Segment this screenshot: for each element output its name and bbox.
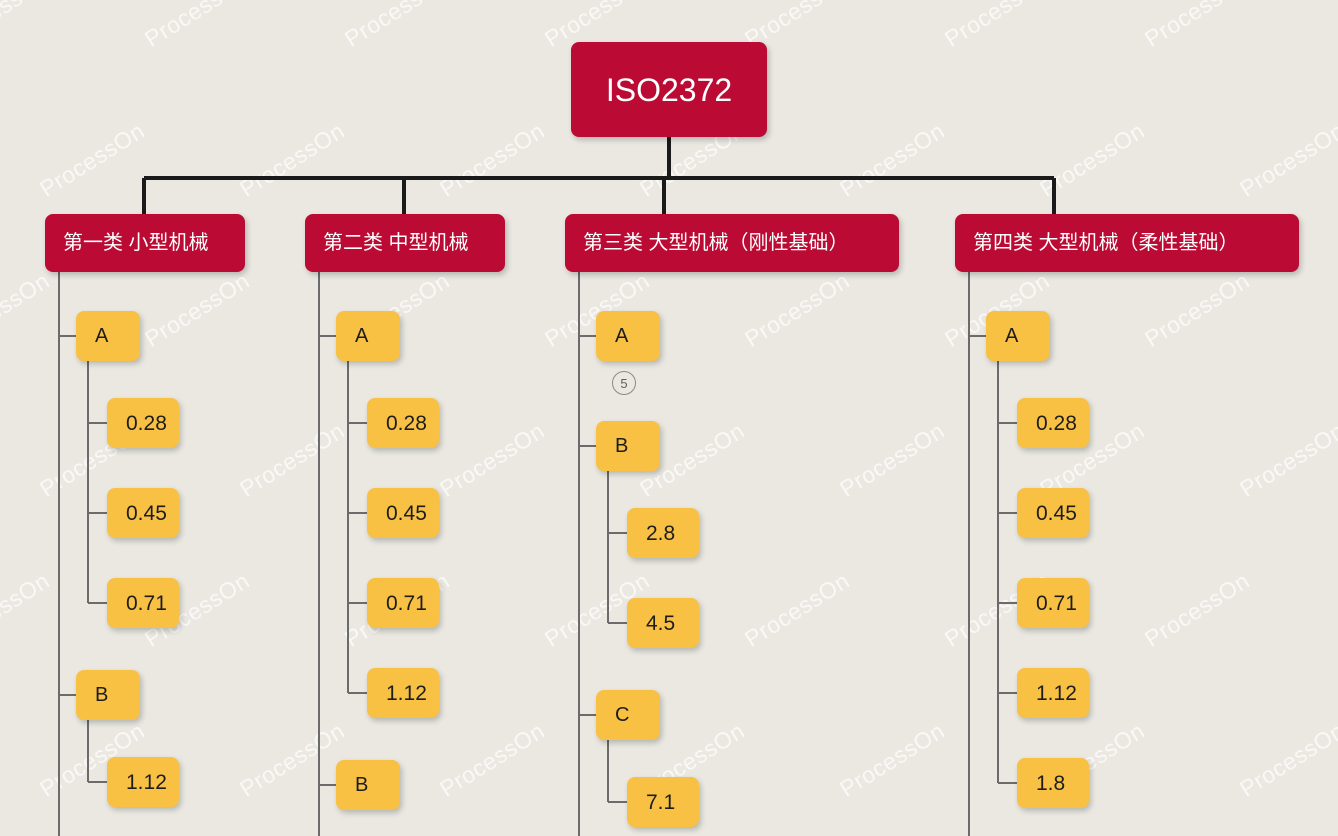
- value-node-cat-1-B-1-label: 1.12: [126, 770, 167, 794]
- watermark-text: ProcessOn: [435, 117, 550, 203]
- watermark-text: ProcessOn: [340, 0, 455, 53]
- watermark-text: ProcessOn: [140, 0, 255, 53]
- value-node-cat-1-A-3[interactable]: 0.71: [107, 578, 179, 628]
- group-node-cat-1-A-label: A: [95, 325, 109, 347]
- group-node-cat-3-B-label: B: [615, 435, 629, 457]
- watermark-text: ProcessOn: [35, 117, 150, 203]
- group-node-cat-3-C-label: C: [615, 704, 630, 726]
- watermark-text: ProcessOn: [435, 717, 550, 803]
- watermark-text: ProcessOn: [940, 0, 1055, 53]
- collapsed-children-badge[interactable]: 5: [612, 371, 636, 395]
- value-node-cat-1-A-2[interactable]: 0.45: [107, 488, 179, 538]
- value-node-cat-2-A-4-label: 1.12: [386, 681, 427, 705]
- watermark-text: ProcessOn: [0, 567, 55, 653]
- value-node-cat-3-B-1-label: 2.8: [646, 521, 676, 545]
- value-node-cat-3-B-1[interactable]: 2.8: [627, 508, 699, 558]
- watermark-text: ProcessOn: [1140, 267, 1255, 353]
- value-node-cat-1-B-1[interactable]: 1.12: [107, 757, 179, 807]
- group-node-cat-1-B[interactable]: B: [76, 670, 140, 720]
- watermark-text: ProcessOn: [1235, 417, 1338, 503]
- value-node-cat-4-A-3-label: 0.71: [1036, 591, 1077, 615]
- value-node-cat-3-C-1[interactable]: 7.1: [627, 777, 699, 827]
- value-node-cat-1-A-3-label: 0.71: [126, 591, 167, 615]
- watermark-text: ProcessOn: [435, 417, 550, 503]
- watermark-text: ProcessOn: [235, 717, 350, 803]
- value-node-cat-2-A-4[interactable]: 1.12: [367, 668, 439, 718]
- watermark-text: ProcessOn: [835, 717, 950, 803]
- watermark-text: ProcessOn: [740, 567, 855, 653]
- value-node-cat-2-A-3-label: 0.71: [386, 591, 427, 615]
- watermark-text: ProcessOn: [1035, 117, 1150, 203]
- watermark-text: ProcessOn: [835, 117, 950, 203]
- group-node-cat-2-B[interactable]: B: [336, 760, 400, 810]
- value-node-cat-3-C-1-label: 7.1: [646, 790, 676, 814]
- value-node-cat-4-A-1[interactable]: 0.28: [1017, 398, 1089, 448]
- category-node-2[interactable]: 第二类 中型机械: [305, 214, 505, 272]
- value-node-cat-1-A-1[interactable]: 0.28: [107, 398, 179, 448]
- watermark-text: ProcessOn: [140, 267, 255, 353]
- value-node-cat-4-A-4[interactable]: 1.12: [1017, 668, 1089, 718]
- group-node-cat-3-B[interactable]: B: [596, 421, 660, 471]
- value-node-cat-4-A-5-label: 1.8: [1036, 771, 1066, 795]
- group-node-cat-1-A[interactable]: A: [76, 311, 140, 361]
- category-node-2-label: 第二类 中型机械: [323, 232, 469, 254]
- value-node-cat-4-A-5[interactable]: 1.8: [1017, 758, 1089, 808]
- group-node-cat-3-A[interactable]: A: [596, 311, 660, 361]
- watermark-text: ProcessOn: [1140, 567, 1255, 653]
- watermark-text: ProcessOn: [0, 267, 55, 353]
- category-node-4-label: 第四类 大型机械（柔性基础）: [973, 232, 1239, 254]
- value-node-cat-2-A-1-label: 0.28: [386, 411, 427, 435]
- category-node-1[interactable]: 第一类 小型机械: [45, 214, 245, 272]
- watermark-text: ProcessOn: [1235, 717, 1338, 803]
- group-node-cat-1-B-label: B: [95, 684, 109, 706]
- value-node-cat-3-B-2[interactable]: 4.5: [627, 598, 699, 648]
- value-node-cat-2-A-2-label: 0.45: [386, 501, 427, 525]
- group-node-cat-2-A[interactable]: A: [336, 311, 400, 361]
- category-node-3[interactable]: 第三类 大型机械（刚性基础）: [565, 214, 899, 272]
- group-node-cat-4-A[interactable]: A: [986, 311, 1050, 361]
- watermark-text: ProcessOn: [235, 417, 350, 503]
- watermark-text: ProcessOn: [235, 117, 350, 203]
- watermark-text: ProcessOn: [1140, 0, 1255, 53]
- value-node-cat-4-A-3[interactable]: 0.71: [1017, 578, 1089, 628]
- group-node-cat-3-A-label: A: [615, 325, 629, 347]
- root-node-label: ISO2372: [605, 71, 733, 108]
- value-node-cat-2-A-2[interactable]: 0.45: [367, 488, 439, 538]
- value-node-cat-1-A-1-label: 0.28: [126, 411, 167, 435]
- value-node-cat-4-A-2[interactable]: 0.45: [1017, 488, 1089, 538]
- value-node-cat-4-A-1-label: 0.28: [1036, 411, 1077, 435]
- value-node-cat-3-B-2-label: 4.5: [646, 611, 676, 635]
- value-node-cat-4-A-4-label: 1.12: [1036, 681, 1077, 705]
- category-node-1-label: 第一类 小型机械: [63, 232, 209, 254]
- group-node-cat-4-A-label: A: [1005, 325, 1019, 347]
- group-node-cat-3-C[interactable]: C: [596, 690, 660, 740]
- watermark-text: ProcessOn: [740, 267, 855, 353]
- group-node-cat-2-A-label: A: [355, 325, 369, 347]
- value-node-cat-1-A-2-label: 0.45: [126, 501, 167, 525]
- category-node-4[interactable]: 第四类 大型机械（柔性基础）: [955, 214, 1299, 272]
- value-node-cat-2-A-3[interactable]: 0.71: [367, 578, 439, 628]
- group-node-cat-2-B-label: B: [355, 774, 369, 796]
- watermark-text: ProcessOn: [1235, 117, 1338, 203]
- value-node-cat-2-A-1[interactable]: 0.28: [367, 398, 439, 448]
- watermark-text: ProcessOn: [835, 417, 950, 503]
- category-node-3-label: 第三类 大型机械（刚性基础）: [583, 232, 849, 254]
- root-node[interactable]: ISO2372: [571, 42, 767, 137]
- watermark-text: ProcessOn: [0, 0, 55, 53]
- value-node-cat-4-A-2-label: 0.45: [1036, 501, 1077, 525]
